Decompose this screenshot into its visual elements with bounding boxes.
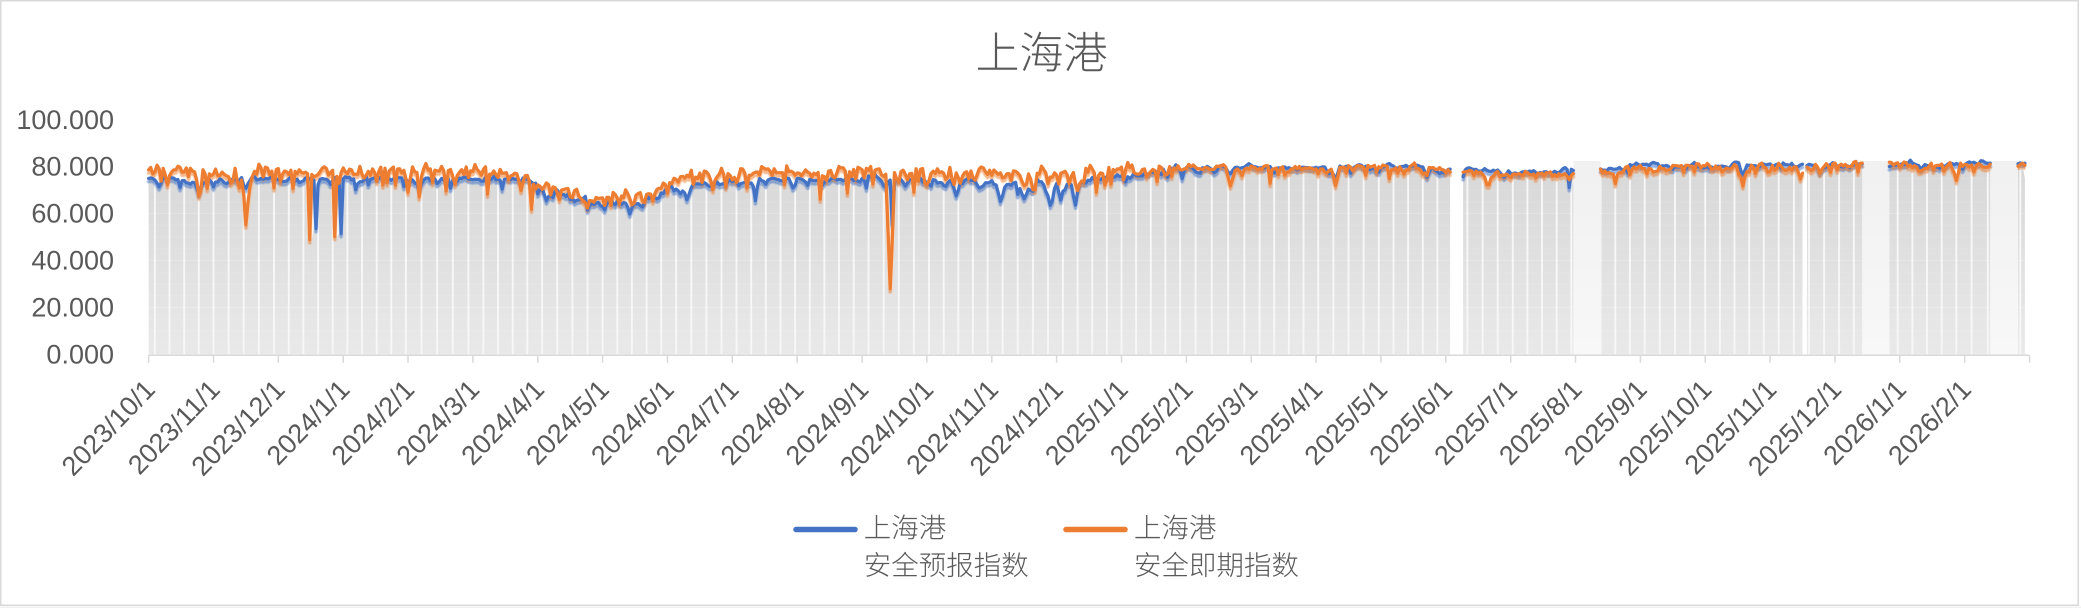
svg-text:100.000: 100.000 — [16, 105, 114, 135]
svg-text:20.000: 20.000 — [31, 293, 114, 323]
svg-text:0.000: 0.000 — [46, 339, 114, 369]
svg-text:40.000: 40.000 — [31, 246, 114, 276]
svg-text:80.000: 80.000 — [31, 152, 114, 182]
svg-text:60.000: 60.000 — [31, 199, 114, 229]
